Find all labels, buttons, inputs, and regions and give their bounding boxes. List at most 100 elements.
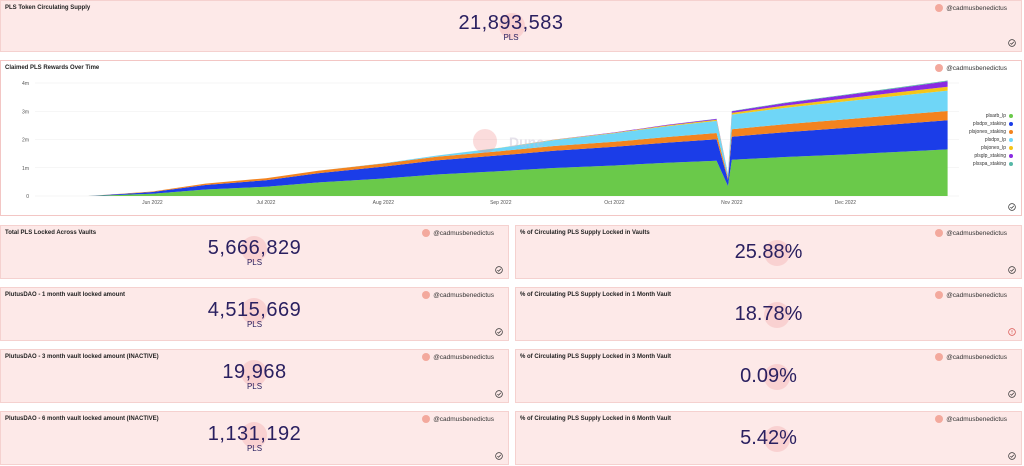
card-title: PlutusDAO - 6 month vault locked amount … xyxy=(5,416,159,422)
author-name: @cadmusbenedictus xyxy=(433,229,494,237)
percent-counter-card: % of Circulating PLS Supply Locked in Va… xyxy=(515,225,1022,279)
dune-watermark-icon xyxy=(764,426,790,452)
author-link[interactable]: @cadmusbenedictus xyxy=(935,353,1007,361)
card-title: % of Circulating PLS Supply Locked in Va… xyxy=(520,230,650,236)
check-circle-icon[interactable] xyxy=(1008,266,1016,274)
warning-circle-icon[interactable] xyxy=(1008,328,1016,336)
dune-watermark-icon xyxy=(764,240,790,266)
avatar xyxy=(935,291,944,299)
legend-swatch xyxy=(1009,154,1013,158)
x-tick-label: Sep 2022 xyxy=(490,200,512,206)
chart-title: Claimed PLS Rewards Over Time xyxy=(5,65,100,71)
counter-value: 25.88% xyxy=(734,241,803,263)
check-circle-icon[interactable] xyxy=(1008,390,1016,398)
avatar xyxy=(935,64,944,72)
rewards-area-chart[interactable]: Jun 2022 Jul 2022 Aug 2022 Sep 2022 Oct 2022… xyxy=(1,61,1023,217)
counter-value: 5,666,829 xyxy=(207,237,302,259)
author-link[interactable]: @cadmusbenedictus xyxy=(935,4,1007,12)
y-tick-label: 2m xyxy=(22,138,29,144)
author-name: @cadmusbenedictus xyxy=(946,415,1007,423)
avatar xyxy=(422,353,431,361)
author-name: @cadmusbenedictus xyxy=(433,291,494,299)
legend-label: plsspa_staking xyxy=(972,161,1006,167)
card-title: PlutusDAO - 1 month vault locked amount xyxy=(5,292,126,298)
legend-item[interactable]: plsjones_staking xyxy=(969,129,1013,135)
dune-watermark-icon xyxy=(764,364,790,390)
legend-item[interactable]: plsdpx_staking xyxy=(973,121,1013,127)
percent-counter-card: % of Circulating PLS Supply Locked in 1 … xyxy=(515,287,1022,341)
check-circle-icon[interactable] xyxy=(495,390,503,398)
author-link[interactable]: @cadmusbenedictus xyxy=(935,229,1007,237)
avatar xyxy=(422,415,431,423)
area-series-plsjones-staking[interactable] xyxy=(88,111,948,196)
check-circle-icon[interactable] xyxy=(495,328,503,336)
check-circle-icon[interactable] xyxy=(495,452,503,460)
check-circle-icon[interactable] xyxy=(495,266,503,274)
x-tick-label: Oct 2022 xyxy=(604,200,625,206)
locked-amount-card: PlutusDAO - 3 month vault locked amount … xyxy=(0,349,509,403)
dune-watermark-icon xyxy=(764,302,790,328)
author-link[interactable]: @cadmusbenedictus xyxy=(422,353,494,361)
x-tick-label: Nov 2022 xyxy=(721,200,743,206)
counter-unit: PLS xyxy=(246,320,263,329)
legend-swatch xyxy=(1009,122,1013,126)
legend-swatch xyxy=(1009,114,1013,118)
locked-amount-card: PlutusDAO - 1 month vault locked amount … xyxy=(0,287,509,341)
legend-swatch xyxy=(1009,162,1013,166)
legend-label: plsjones_lp xyxy=(980,145,1006,151)
legend-item[interactable]: plsspa_staking xyxy=(973,161,1013,167)
author-name: @cadmusbenedictus xyxy=(946,353,1007,361)
author-link[interactable]: @cadmusbenedictus xyxy=(935,64,1007,72)
dune-watermark-icon xyxy=(499,13,525,39)
dune-watermark-icon xyxy=(241,360,267,386)
author-link[interactable]: @cadmusbenedictus xyxy=(422,415,494,423)
author-link[interactable]: @cadmusbenedictus xyxy=(422,229,494,237)
counter-value: 21,893,583 xyxy=(458,12,564,34)
avatar xyxy=(422,291,431,299)
area-series-plsjones-lp[interactable] xyxy=(88,86,948,196)
legend-label: plsdpx_staking xyxy=(972,121,1006,127)
area-series-plsdpx-staking[interactable] xyxy=(88,120,948,196)
author-link[interactable]: @cadmusbenedictus xyxy=(935,291,1007,299)
x-tick-label: Jun 2022 xyxy=(142,200,163,206)
percent-counter-card: % of Circulating PLS Supply Locked in 6 … xyxy=(515,411,1022,465)
dune-watermark: Dune xyxy=(473,129,544,153)
legend-item[interactable]: plsdpx_lp xyxy=(985,137,1013,143)
locked-amount-card: PlutusDAO - 6 month vault locked amount … xyxy=(0,411,509,465)
author-name: @cadmusbenedictus xyxy=(946,4,1007,12)
y-tick-label: 1m xyxy=(22,166,29,172)
circulating-supply-card: PLS Token Circulating Supply @cadmusbene… xyxy=(0,0,1022,52)
counter-unit: PLS xyxy=(246,382,263,391)
x-tick-label: Aug 2022 xyxy=(373,200,395,206)
author-link[interactable]: @cadmusbenedictus xyxy=(422,291,494,299)
author-name: @cadmusbenedictus xyxy=(433,353,494,361)
counter-unit: PLS xyxy=(246,444,263,453)
legend-swatch xyxy=(1009,146,1013,150)
legend-item[interactable]: plsjones_lp xyxy=(981,145,1013,151)
counter-value: 19,968 xyxy=(222,361,287,383)
legend-swatch xyxy=(1009,130,1013,134)
avatar xyxy=(935,415,944,423)
percent-counter-card: % of Circulating PLS Supply Locked in 3 … xyxy=(515,349,1022,403)
legend-item[interactable]: plsglp_staking xyxy=(974,153,1013,159)
legend-swatch xyxy=(1009,138,1013,142)
area-series-plsarb-lp[interactable] xyxy=(88,149,948,196)
dune-watermark-icon xyxy=(241,236,267,262)
legend-label: plsdpx_lp xyxy=(984,137,1006,143)
author-link[interactable]: @cadmusbenedictus xyxy=(935,415,1007,423)
counter-unit: PLS xyxy=(246,258,263,267)
author-name: @cadmusbenedictus xyxy=(946,291,1007,299)
check-circle-icon[interactable] xyxy=(1008,39,1016,47)
check-circle-icon[interactable] xyxy=(1008,452,1016,460)
area-series-plsdpx-lp[interactable] xyxy=(88,90,948,196)
y-tick-label: 3m xyxy=(22,109,29,115)
check-circle-icon[interactable] xyxy=(1008,203,1016,211)
legend-item[interactable]: plsarb_lp xyxy=(986,113,1013,119)
legend-label: plsjones_staking xyxy=(969,129,1006,135)
counter-value: 1,131,192 xyxy=(207,423,302,445)
card-title: % of Circulating PLS Supply Locked in 1 … xyxy=(520,292,672,298)
x-tick-label: Dec 2022 xyxy=(835,200,857,206)
locked-amount-card: Total PLS Locked Across Vaults @cadmusbe… xyxy=(0,225,509,279)
y-tick-label: 4m xyxy=(22,81,29,87)
legend-label: plsarb_lp xyxy=(985,113,1006,119)
